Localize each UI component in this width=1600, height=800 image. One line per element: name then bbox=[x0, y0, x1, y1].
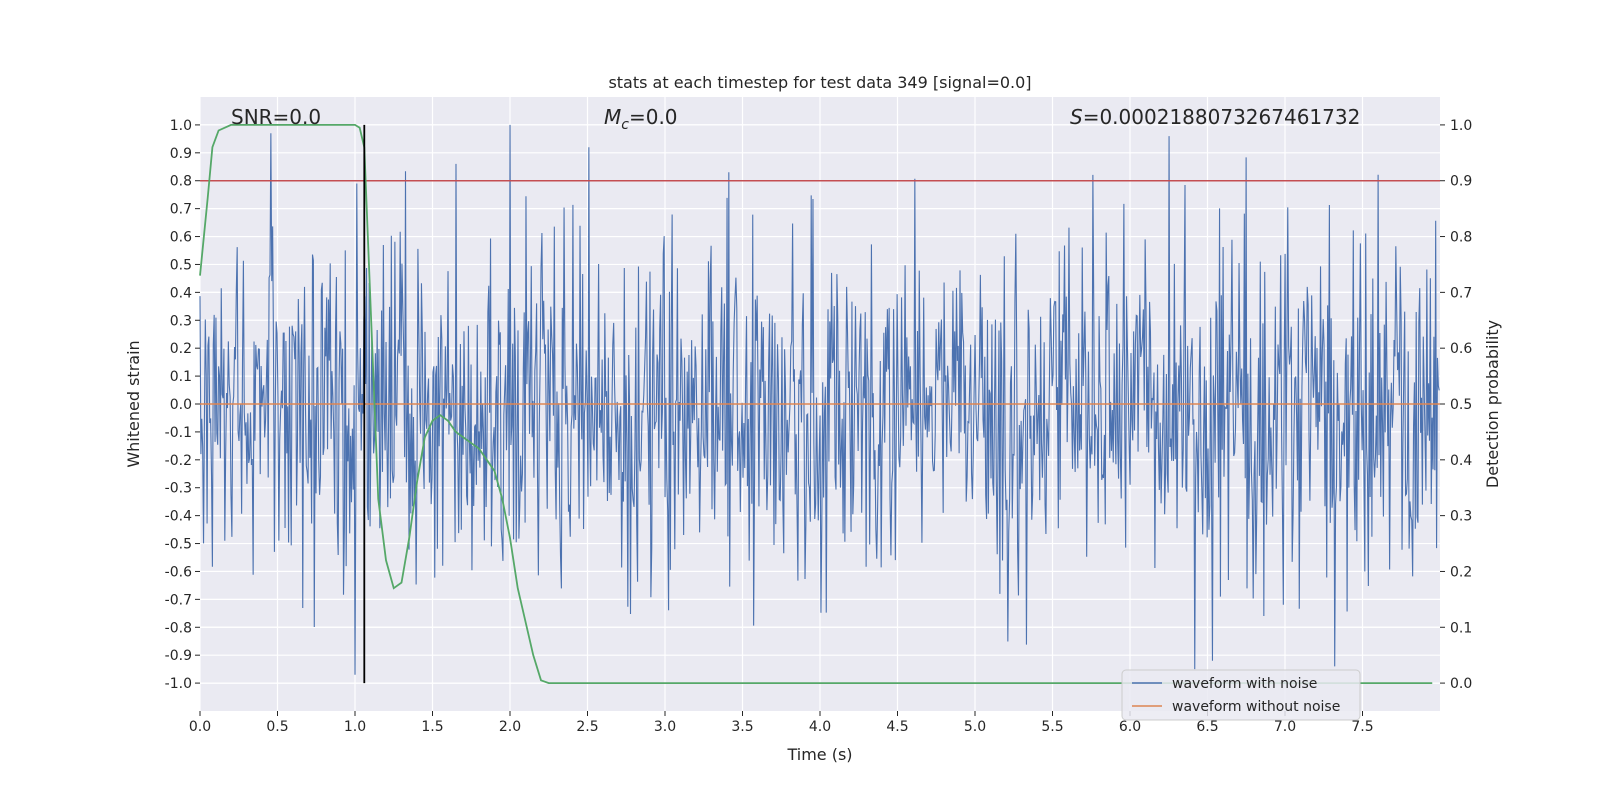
y-right-tick-label: 0.9 bbox=[1450, 174, 1472, 190]
y-tick-label: -0.2 bbox=[165, 453, 192, 469]
y-right-tick-label: 0.7 bbox=[1450, 285, 1472, 301]
y-right-tick-label: 1.0 bbox=[1450, 118, 1472, 134]
y-tick-label: 0.8 bbox=[170, 174, 192, 190]
legend: waveform with noise waveform without noi… bbox=[1121, 669, 1361, 721]
y-tick-label: 0.9 bbox=[170, 146, 192, 162]
x-tick-label: 4.5 bbox=[886, 719, 908, 735]
x-tick-label: 6.0 bbox=[1119, 719, 1141, 735]
y-tick-label: -0.9 bbox=[165, 648, 192, 664]
x-tick-label: 6.5 bbox=[1196, 719, 1218, 735]
mc-value: =0.0 bbox=[629, 105, 678, 129]
y-right-tick-label: 0.1 bbox=[1450, 620, 1472, 636]
x-tick-label: 2.0 bbox=[499, 719, 521, 735]
x-tick-label: 1.5 bbox=[421, 719, 443, 735]
y-right-tick-label: 0.0 bbox=[1450, 676, 1472, 692]
y-axis-ticks: 1.0 0.9 0.8 0.7 0.6 0.5 0.4 0.3 0.2 0.1 0.0 -0.1 -0.… bbox=[165, 118, 200, 692]
x-tick-label: 7.5 bbox=[1351, 719, 1373, 735]
y-tick-label: -0.8 bbox=[165, 620, 192, 636]
y-tick-label: 0.1 bbox=[170, 369, 192, 385]
s-symbol: S bbox=[1070, 105, 1083, 129]
x-axis-ticks: 0.0 0.5 1.0 1.5 2.0 2.5 3.0 3.5 4.0 4.5 5.0 5.5 6.0 6… bbox=[189, 711, 1374, 735]
y-tick-label: -0.6 bbox=[165, 564, 192, 580]
y-tick-label: 1.0 bbox=[170, 118, 192, 134]
mc-symbol: M bbox=[604, 105, 621, 129]
y-axis-label: Whitened strain bbox=[124, 340, 143, 467]
plot-area bbox=[199, 124, 1440, 684]
x-tick-label: 1.0 bbox=[344, 719, 366, 735]
legend-box bbox=[1121, 669, 1361, 721]
y-tick-label: 0.5 bbox=[170, 257, 192, 273]
y-right-tick-label: 0.2 bbox=[1450, 564, 1472, 580]
chart-title: stats at each timestep for test data 349… bbox=[608, 73, 1031, 92]
y-right-tick-label: 0.8 bbox=[1450, 230, 1472, 246]
x-tick-label: 2.5 bbox=[576, 719, 598, 735]
y-tick-label: 0.4 bbox=[170, 285, 192, 301]
y-right-axis-ticks: 1.0 0.9 0.8 0.7 0.6 0.5 0.4 0.3 0.2 0.1 0.0 bbox=[1440, 118, 1472, 692]
y-tick-label: -0.7 bbox=[165, 592, 192, 608]
y-tick-label: 0.0 bbox=[170, 397, 192, 413]
mc-subscript: c bbox=[621, 117, 629, 133]
y-tick-label: 0.3 bbox=[170, 313, 192, 329]
mc-annotation: Mc=0.0 bbox=[604, 105, 678, 133]
y-right-axis-label: Detection probability bbox=[1483, 320, 1502, 488]
waveform-with-noise-line bbox=[199, 124, 1440, 675]
y-tick-label: -1.0 bbox=[165, 676, 192, 692]
y-tick-label: -0.5 bbox=[165, 537, 192, 553]
y-right-tick-label: 0.4 bbox=[1450, 453, 1472, 469]
y-tick-label: -0.3 bbox=[165, 481, 192, 497]
x-tick-label: 3.5 bbox=[731, 719, 753, 735]
x-tick-label: 5.0 bbox=[964, 719, 986, 735]
x-axis-label: Time (s) bbox=[786, 745, 852, 764]
snr-annotation: SNR=0.0 bbox=[231, 105, 321, 129]
detection-probability-line bbox=[199, 124, 1433, 684]
x-tick-label: 0.5 bbox=[266, 719, 288, 735]
y-tick-label: 0.2 bbox=[170, 341, 192, 357]
y-right-tick-label: 0.3 bbox=[1450, 509, 1472, 525]
x-tick-label: 7.0 bbox=[1274, 719, 1296, 735]
x-tick-label: 0.0 bbox=[189, 719, 211, 735]
legend-label-clean: waveform without noise bbox=[1172, 699, 1340, 715]
y-tick-label: 0.7 bbox=[170, 202, 192, 218]
y-tick-label: -0.4 bbox=[165, 509, 192, 525]
legend-label-noise: waveform with noise bbox=[1172, 676, 1317, 692]
y-right-tick-label: 0.6 bbox=[1450, 341, 1472, 357]
y-tick-label: -0.1 bbox=[165, 425, 192, 441]
s-annotation: S=0.0002188073267461732 bbox=[1070, 105, 1360, 129]
y-tick-label: 0.6 bbox=[170, 230, 192, 246]
x-tick-label: 5.5 bbox=[1041, 719, 1063, 735]
x-tick-label: 4.0 bbox=[809, 719, 831, 735]
s-value: =0.0002188073267461732 bbox=[1083, 105, 1361, 129]
y-right-tick-label: 0.5 bbox=[1450, 397, 1472, 413]
x-tick-label: 3.0 bbox=[654, 719, 676, 735]
